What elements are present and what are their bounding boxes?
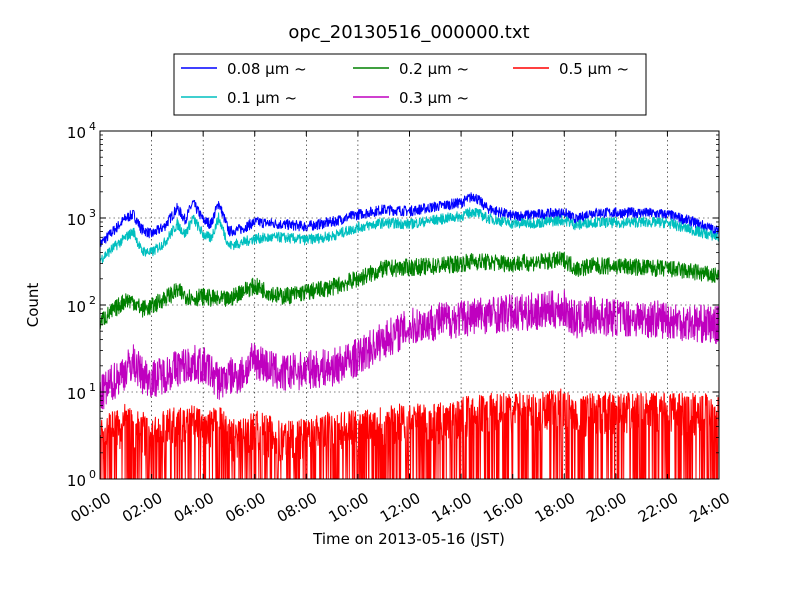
y-tick-label: 10 [67, 211, 86, 229]
legend: 0.08 μm ~ 0.1 μm ~ 0.2 μm ~ 0.3 μm ~ 0.5 μm … [173, 53, 647, 116]
legend-label: 0.2 μm ~ [399, 60, 469, 78]
series-line [99, 251, 720, 330]
legend-label: 0.08 μm ~ [227, 60, 307, 78]
plot-area [99, 192, 720, 480]
y-tick-label: 10 [67, 385, 86, 403]
y-tick-label: 10 [67, 298, 86, 316]
y-tick-exponent: 1 [89, 381, 96, 394]
y-tick-exponent: 0 [89, 468, 96, 481]
x-axis-label: Time on 2013-05-16 (JST) [312, 530, 505, 548]
series-line [99, 207, 720, 265]
y-tick-label: 10 [67, 124, 86, 142]
series-line [99, 388, 720, 480]
legend-label: 0.1 μm ~ [227, 89, 297, 107]
series-line [99, 289, 720, 410]
y-tick-exponent: 2 [89, 294, 96, 307]
series-line [99, 192, 720, 250]
y-tick-label: 10 [67, 472, 86, 490]
y-tick-exponent: 4 [89, 120, 96, 133]
chart-title: opc_20130516_000000.txt [288, 22, 529, 43]
y-tick-exponent: 3 [89, 207, 96, 220]
legend-label: 0.3 μm ~ [399, 89, 469, 107]
legend-frame [173, 53, 647, 116]
y-axis-label: Count [24, 283, 42, 328]
legend-label: 0.5 μm ~ [559, 60, 629, 78]
